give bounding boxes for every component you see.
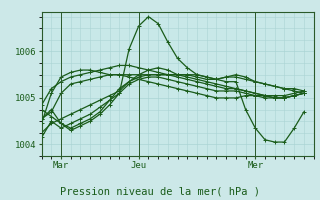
Text: Pression niveau de la mer( hPa ): Pression niveau de la mer( hPa ): [60, 186, 260, 196]
